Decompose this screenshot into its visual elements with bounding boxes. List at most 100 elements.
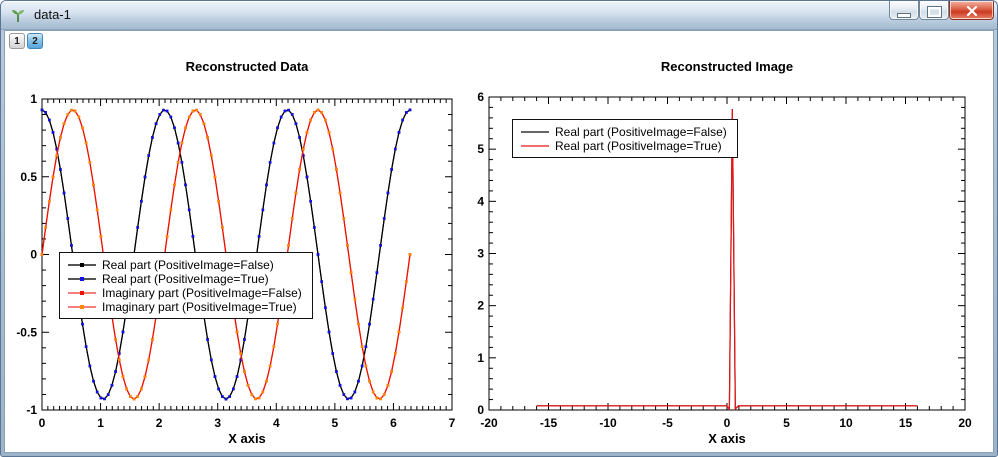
series-marker-3 [143, 375, 147, 378]
series-marker-3 [239, 352, 243, 355]
series-marker-1 [228, 395, 231, 398]
series-marker-3 [77, 115, 81, 119]
series-marker-3 [394, 352, 397, 355]
series-marker-1 [405, 111, 408, 114]
series-marker-1 [257, 235, 261, 238]
legend-entry: Real part (PositiveImage=False) [519, 124, 727, 139]
series-marker-1 [268, 161, 272, 164]
legend-entry: Real part (PositiveImage=False) [66, 258, 302, 272]
series-marker-3 [357, 322, 360, 326]
series-marker-1 [88, 364, 92, 368]
series-marker-1 [301, 154, 305, 157]
series-marker-1 [154, 122, 158, 125]
series-marker-1 [290, 113, 294, 116]
series-marker-1 [217, 387, 220, 391]
left-plot-panel: Reconstructed Data 0 1 2 3 4 5 6 7 -1 -0.5 0 0.5 1 R… [10, 47, 465, 453]
series-marker-3 [202, 122, 206, 125]
series-marker-3 [169, 208, 173, 212]
legend-label: Imaginary part (PositiveImage=False) [102, 285, 302, 300]
minimize-icon [897, 12, 911, 18]
left-chart-canvas[interactable]: 0 1 2 3 4 5 6 7 -1 -0.5 0 0.5 1 [10, 47, 465, 453]
series-marker-1 [342, 393, 346, 396]
maximize-button[interactable] [919, 1, 949, 20]
series-marker-1 [110, 384, 114, 387]
series-marker-3 [48, 199, 51, 203]
window-title: data-1 [34, 7, 71, 22]
series-marker-1 [184, 183, 187, 187]
window-controls [889, 1, 994, 20]
close-button[interactable] [949, 1, 994, 20]
series-marker-1 [408, 108, 412, 112]
series-marker-1 [59, 168, 62, 171]
series-marker-3 [151, 338, 154, 341]
maximize-icon [927, 7, 941, 17]
series-marker-3 [176, 161, 180, 164]
series-marker-1 [70, 244, 73, 247]
series-marker-3 [397, 330, 401, 334]
series-marker-3 [62, 122, 66, 125]
x-tick-label: 2 [156, 416, 163, 430]
x-tick-label: -10 [599, 416, 617, 430]
series-marker-3 [313, 111, 316, 114]
series-marker-1 [371, 297, 375, 301]
series-marker-1 [294, 122, 298, 125]
series-marker-3 [338, 191, 342, 195]
series-marker-3 [195, 108, 198, 112]
tab-bar: 1 2 [9, 33, 43, 49]
series-marker-3 [309, 118, 312, 122]
series-marker-1 [382, 217, 386, 220]
series-marker-3 [390, 370, 393, 373]
tab-1[interactable]: 1 [9, 33, 25, 49]
series-marker-3 [59, 136, 62, 139]
series-marker-3 [386, 384, 390, 387]
series-marker-1 [298, 136, 301, 139]
series-marker-1 [140, 199, 143, 203]
series-marker-1 [390, 168, 393, 171]
minimize-button[interactable] [889, 1, 919, 20]
right-plot-legend: Real part (PositiveImage=False) Real part… [512, 119, 738, 158]
y-tick-label: 6 [477, 90, 484, 104]
legend-line-sample-icon [66, 300, 98, 313]
right-chart-canvas[interactable]: -20 -15 -10 -5 0 5 10 15 20 0 1 2 3 4 5 6 [465, 47, 995, 453]
series-marker-3 [55, 154, 59, 157]
series-marker-3 [272, 345, 276, 348]
legend-label: Real part (PositiveImage=False) [555, 124, 727, 139]
series-marker-3 [327, 131, 331, 134]
series-marker-3 [371, 390, 375, 394]
series-marker-3 [320, 111, 323, 114]
series-marker-3 [132, 397, 136, 401]
client-area: 1 2 Reconstructed Data 0 1 2 3 4 5 6 7 -1 -0.5 0 0.… [4, 30, 994, 453]
series-marker-1 [206, 338, 209, 341]
series-marker-3 [243, 370, 246, 373]
series-marker-3 [290, 217, 294, 220]
legend-entry: Real part (PositiveImage=True) [66, 272, 302, 286]
series-marker-3 [95, 208, 99, 212]
series-marker-3 [213, 175, 217, 179]
series-marker-1 [151, 136, 154, 139]
x-tick-label: 3 [214, 416, 221, 430]
tab-2[interactable]: 2 [27, 33, 43, 49]
series-marker-3 [99, 235, 103, 238]
series-marker-1 [176, 141, 180, 145]
x-tick-label: -20 [480, 416, 498, 430]
series-marker-1 [397, 131, 401, 134]
x-tick-label: 15 [899, 416, 913, 430]
series-marker-3 [184, 126, 187, 130]
series-marker-1 [62, 191, 66, 195]
app-icon[interactable] [10, 7, 26, 23]
series-marker-3 [364, 364, 368, 368]
series-marker-3 [408, 253, 412, 256]
series-marker-1 [169, 115, 173, 119]
series-marker-1 [84, 345, 88, 348]
title-bar[interactable]: data-1 [1, 1, 997, 30]
series-marker-3 [294, 191, 298, 195]
series-marker-1 [187, 208, 191, 212]
series-marker-1 [320, 280, 323, 283]
series-marker-3 [405, 280, 408, 283]
series-marker-1 [324, 306, 327, 310]
x-tick-label: 4 [273, 416, 280, 430]
legend-label: Imaginary part (PositiveImage=True) [102, 299, 297, 314]
series-marker-3 [129, 395, 132, 398]
series-marker-1 [51, 131, 55, 134]
y-tick-label: 0 [477, 403, 484, 417]
